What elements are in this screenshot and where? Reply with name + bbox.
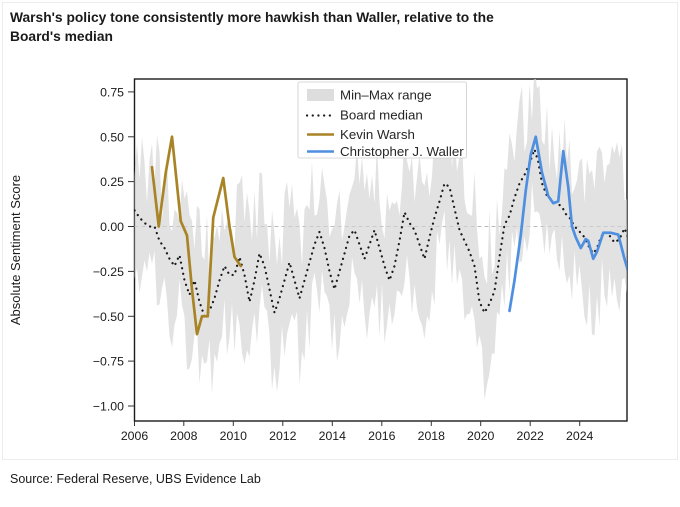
svg-text:−0.25: −0.25 bbox=[93, 265, 124, 279]
svg-text:0.50: 0.50 bbox=[100, 130, 124, 144]
svg-text:0.75: 0.75 bbox=[100, 85, 124, 99]
svg-text:2008: 2008 bbox=[170, 429, 198, 443]
svg-text:2022: 2022 bbox=[517, 429, 545, 443]
svg-text:2024: 2024 bbox=[566, 429, 594, 443]
svg-text:2020: 2020 bbox=[467, 429, 495, 443]
svg-text:−1.00: −1.00 bbox=[93, 400, 124, 414]
svg-text:−0.50: −0.50 bbox=[93, 310, 124, 324]
svg-text:−0.75: −0.75 bbox=[93, 355, 124, 369]
svg-text:2012: 2012 bbox=[269, 429, 297, 443]
svg-text:Kevin Warsh: Kevin Warsh bbox=[340, 127, 415, 142]
svg-text:0.25: 0.25 bbox=[100, 175, 124, 189]
svg-text:Board median: Board median bbox=[340, 108, 423, 123]
svg-text:2010: 2010 bbox=[220, 429, 248, 443]
svg-text:2016: 2016 bbox=[368, 429, 396, 443]
svg-text:Absolute Sentiment Score: Absolute Sentiment Score bbox=[8, 175, 23, 325]
svg-text:2018: 2018 bbox=[418, 429, 446, 443]
svg-text:2014: 2014 bbox=[319, 429, 347, 443]
svg-text:2006: 2006 bbox=[121, 429, 149, 443]
svg-text:Min–Max range: Min–Max range bbox=[340, 88, 432, 103]
svg-text:0.00: 0.00 bbox=[100, 220, 124, 234]
svg-text:Christopher J. Waller: Christopher J. Waller bbox=[340, 144, 464, 159]
